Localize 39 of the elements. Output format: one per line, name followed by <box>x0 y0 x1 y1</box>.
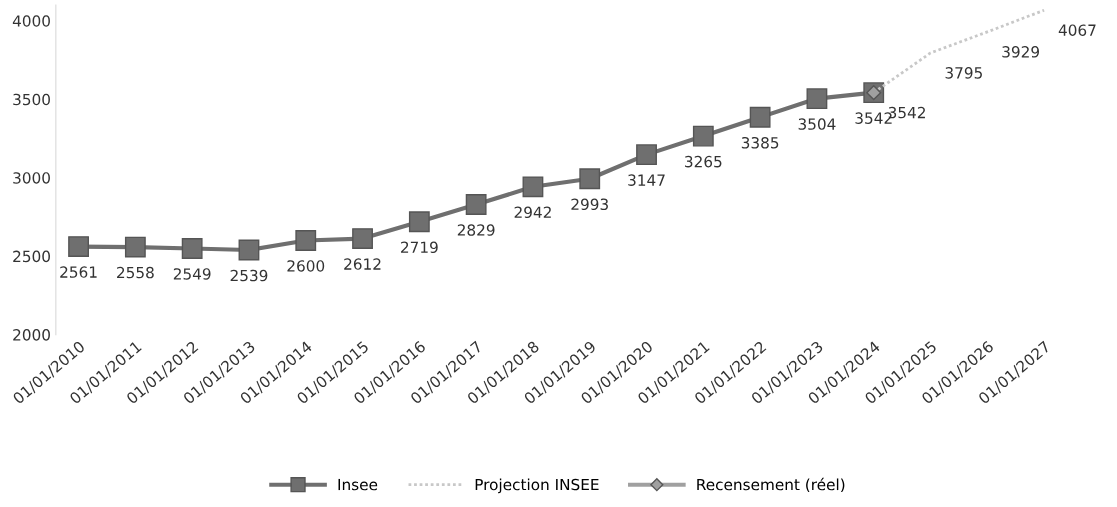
data-label: 2539 <box>230 269 268 282</box>
y-tick-label: 4000 <box>12 15 50 27</box>
legend-label: Insee <box>338 478 378 491</box>
point <box>68 236 89 258</box>
data-label: 3929 <box>1002 46 1040 58</box>
point <box>579 168 601 190</box>
y-tick-label: 3000 <box>13 172 50 184</box>
data-label: 2942 <box>514 206 551 219</box>
point <box>749 106 771 128</box>
point <box>522 176 544 198</box>
y-tick-label: 2500 <box>13 250 50 263</box>
data-label: 2993 <box>571 198 608 211</box>
point <box>806 88 828 110</box>
data-label: 3795 <box>945 67 982 79</box>
data-label: 3265 <box>685 155 722 168</box>
legend-label: Projection INSEE <box>475 478 599 494</box>
point <box>692 125 714 147</box>
legend-label: Recensement (réel) <box>697 477 845 493</box>
data-label: 2612 <box>344 258 381 270</box>
data-label: 2561 <box>60 266 97 278</box>
data-label: 2719 <box>401 241 438 254</box>
data-label: 2549 <box>173 268 211 280</box>
point <box>352 228 373 249</box>
y-tick-label: 3500 <box>13 93 50 106</box>
data-label: 3385 <box>741 136 779 149</box>
data-label: 2558 <box>117 266 154 279</box>
y-tick-label: 2000 <box>13 329 50 341</box>
point <box>636 144 657 166</box>
point <box>295 230 317 251</box>
point <box>124 236 146 258</box>
point <box>408 211 430 233</box>
data-label: 3147 <box>628 174 665 186</box>
data-label: 4067 <box>1058 24 1096 36</box>
point <box>465 194 487 215</box>
point <box>238 239 260 261</box>
data-label: 3504 <box>798 118 836 130</box>
data-label: 2829 <box>457 224 495 236</box>
data-label: 2600 <box>287 260 325 272</box>
point <box>181 238 203 259</box>
